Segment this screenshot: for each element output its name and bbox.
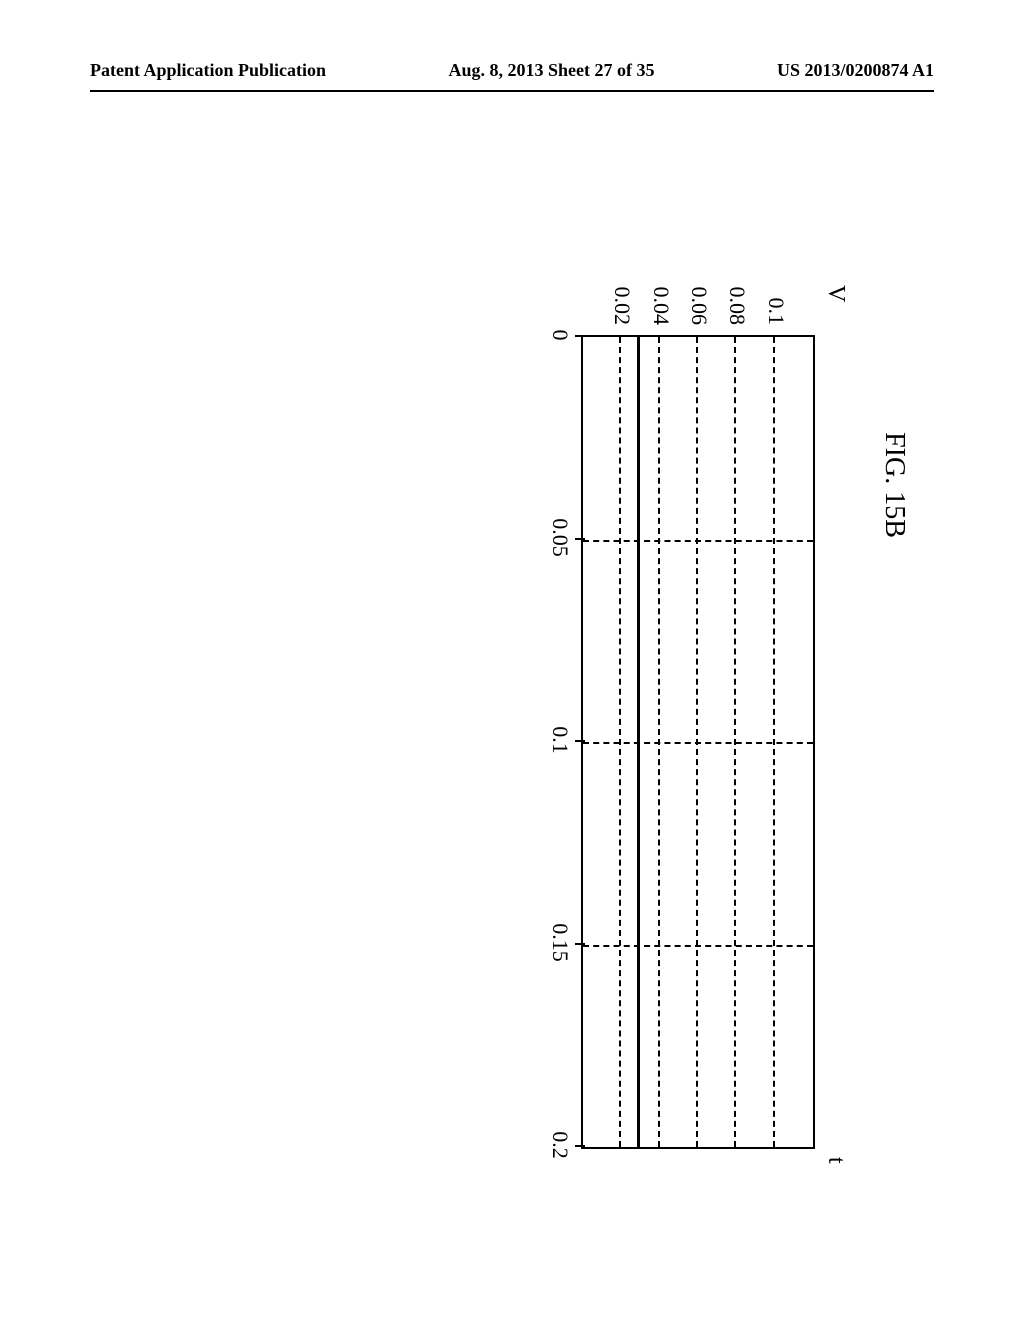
y-tick-label: 0.04 <box>648 255 674 325</box>
x-tick-label: 0.05 <box>547 508 573 568</box>
data-series-line <box>638 337 641 1147</box>
x-tick-mark <box>575 1145 585 1147</box>
x-tick-mark <box>575 335 585 337</box>
gridline-vertical <box>583 540 813 542</box>
header-right: US 2013/0200874 A1 <box>777 60 934 81</box>
header-rule <box>90 90 934 92</box>
gridline-vertical <box>583 945 813 947</box>
x-tick-label: 0 <box>547 305 573 365</box>
figure-15b-container: FIG. 15B V t 0.020.040.060.080.100.050.1… <box>0 140 950 830</box>
y-tick-label: 0.06 <box>686 255 712 325</box>
figure-label: FIG. 15B <box>878 140 910 830</box>
x-tick-label: 0.1 <box>547 710 573 770</box>
y-tick-label: 0.1 <box>763 255 789 325</box>
y-tick-label: 0.08 <box>724 255 750 325</box>
x-tick-label: 0.2 <box>547 1115 573 1175</box>
header-left: Patent Application Publication <box>90 60 326 81</box>
x-tick-mark <box>575 538 585 540</box>
y-axis-label: V <box>822 285 849 302</box>
x-tick-mark <box>575 740 585 742</box>
plot-area <box>581 335 815 1149</box>
page-header: Patent Application Publication Aug. 8, 2… <box>0 60 1024 81</box>
x-tick-label: 0.15 <box>547 913 573 973</box>
x-tick-mark <box>575 943 585 945</box>
header-center: Aug. 8, 2013 Sheet 27 of 35 <box>449 60 655 81</box>
y-tick-label: 0.02 <box>609 255 635 325</box>
gridline-vertical <box>583 742 813 744</box>
x-axis-label: t <box>822 1157 849 1164</box>
